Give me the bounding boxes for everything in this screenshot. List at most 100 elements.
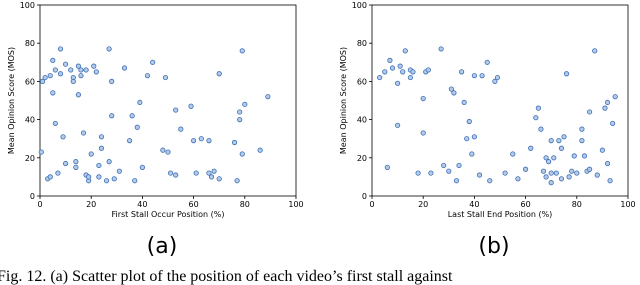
point: [52, 67, 58, 73]
point: [198, 136, 204, 142]
point: [39, 78, 46, 85]
point: [510, 151, 516, 157]
point: [208, 174, 215, 180]
point: [612, 94, 618, 100]
point: [75, 63, 82, 69]
point: [91, 63, 97, 69]
y-tick-label: 100: [352, 1, 367, 10]
y-axis-label: Mean Opinion Score (MOS): [7, 47, 16, 154]
point: [571, 153, 577, 159]
point: [538, 126, 544, 132]
point: [543, 174, 549, 180]
point: [234, 178, 240, 184]
point: [206, 138, 212, 144]
point: [553, 170, 559, 176]
x-tick-label: 20: [418, 200, 428, 209]
x-tick-label: 100: [620, 200, 635, 209]
point: [502, 170, 508, 176]
x-tick-label: 20: [86, 200, 96, 209]
point: [533, 115, 539, 121]
point: [173, 107, 179, 113]
point: [73, 164, 79, 170]
panel-label: (a): [147, 234, 178, 259]
point: [458, 69, 465, 75]
point: [150, 59, 156, 65]
point: [93, 69, 99, 75]
point: [594, 172, 600, 178]
point: [62, 160, 69, 167]
point: [178, 126, 184, 132]
point: [239, 151, 245, 157]
point: [83, 67, 89, 73]
point: [57, 71, 64, 77]
point: [548, 170, 554, 176]
y-tick-label: 0: [362, 192, 367, 201]
point: [453, 178, 460, 184]
point: [98, 145, 105, 151]
y-axis-label: Mean Opinion Score (MOS): [339, 47, 348, 154]
point: [394, 80, 401, 86]
point: [132, 178, 138, 184]
point: [384, 164, 390, 170]
point: [38, 149, 44, 155]
point: [103, 178, 110, 184]
point: [211, 168, 217, 174]
point: [188, 103, 194, 109]
point: [400, 69, 406, 75]
point: [548, 180, 554, 186]
point: [466, 118, 472, 125]
point: [563, 71, 570, 77]
point: [451, 90, 457, 96]
y-tick-label: 40: [357, 116, 367, 125]
y-tick-label: 100: [20, 1, 35, 10]
point: [191, 138, 197, 144]
point: [144, 73, 151, 79]
point: [487, 178, 493, 184]
point: [448, 86, 454, 92]
point: [162, 74, 169, 81]
point: [586, 109, 593, 115]
point: [461, 99, 467, 106]
y-tick-label: 20: [357, 154, 367, 163]
point: [394, 122, 401, 128]
point: [129, 113, 135, 119]
point: [257, 147, 263, 153]
point: [579, 126, 585, 132]
point: [604, 160, 611, 167]
point: [167, 170, 174, 176]
y-tick-label: 60: [357, 77, 367, 86]
point: [237, 109, 243, 115]
point: [446, 168, 452, 174]
point: [96, 174, 102, 180]
point: [586, 166, 593, 172]
point: [456, 162, 462, 169]
point: [558, 145, 565, 151]
point: [476, 172, 483, 178]
point: [407, 74, 413, 81]
point: [484, 59, 490, 65]
point: [50, 90, 56, 96]
plot-frame: [39, 4, 297, 197]
point: [42, 74, 48, 81]
point: [231, 139, 238, 146]
point: [60, 134, 66, 140]
x-tick-label: 40: [469, 200, 479, 209]
point: [389, 65, 396, 71]
point: [492, 78, 498, 85]
point: [428, 170, 434, 176]
y-tick-label: 40: [25, 116, 35, 125]
point: [127, 138, 133, 144]
point: [52, 120, 58, 127]
point: [558, 176, 565, 182]
point: [561, 134, 567, 140]
point: [70, 78, 76, 85]
point: [420, 95, 426, 102]
point: [479, 73, 485, 79]
point: [471, 73, 477, 79]
point: [543, 155, 549, 161]
point: [216, 176, 222, 182]
point: [86, 174, 92, 180]
x-axis-label: First Stall Occur Position (%): [111, 210, 224, 219]
panel-label: (b): [478, 234, 509, 259]
